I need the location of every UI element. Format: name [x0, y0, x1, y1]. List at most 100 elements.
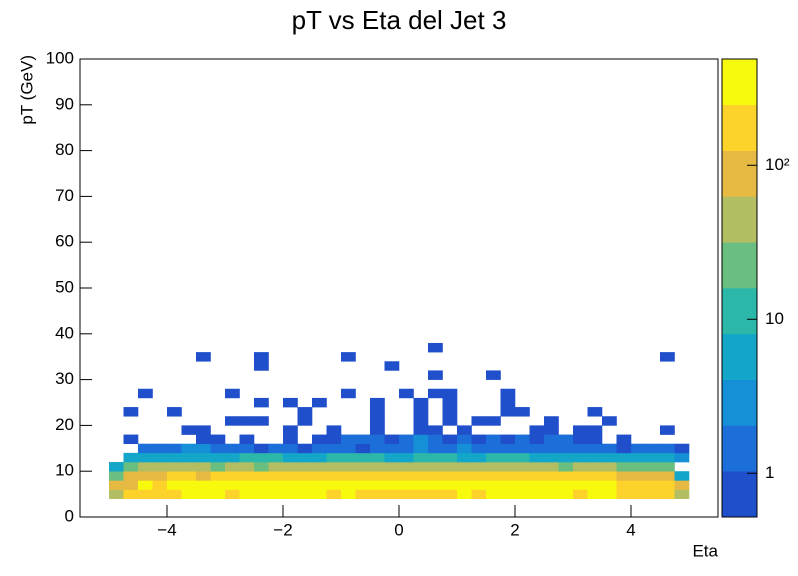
heatmap-cell	[471, 480, 487, 490]
heatmap-cell	[602, 480, 617, 490]
heatmap-cell	[631, 480, 646, 490]
heatmap-cell	[457, 471, 472, 481]
palette-band	[722, 150, 757, 197]
y-tick-label: 100	[46, 48, 74, 67]
heatmap-cell	[442, 489, 458, 499]
heatmap-cell	[239, 452, 255, 463]
palette-band	[722, 471, 757, 518]
heatmap-cell	[341, 443, 356, 454]
heatmap-cell	[312, 489, 327, 499]
z-tick-label: 1	[765, 463, 774, 482]
heatmap-cell	[138, 471, 153, 481]
heatmap-cell	[558, 462, 574, 472]
heatmap-cell	[341, 434, 356, 445]
heatmap-cell	[471, 462, 487, 472]
palette-band	[722, 59, 757, 106]
heatmap-cell	[341, 480, 356, 490]
heatmap-cell	[442, 434, 458, 445]
heatmap-cell	[283, 471, 298, 481]
heatmap-cell	[515, 480, 530, 490]
heatmap-cell	[587, 471, 603, 481]
heatmap-cell	[268, 471, 284, 481]
heatmap-cell	[312, 452, 327, 463]
heatmap-cell	[602, 443, 617, 454]
heatmap-cell	[660, 452, 675, 463]
heatmap-cell	[486, 480, 501, 490]
heatmap-cell	[457, 480, 472, 490]
heatmap-cell	[254, 489, 269, 499]
heatmap-cell	[196, 462, 211, 472]
palette-band	[722, 242, 757, 289]
heatmap-cell	[674, 489, 690, 499]
heatmap-cell	[384, 471, 400, 481]
heatmap-cell	[138, 388, 153, 399]
heatmap-cell	[283, 489, 298, 499]
heatmap-cell	[587, 443, 603, 454]
heatmap-cell	[660, 462, 675, 472]
heatmap-cell	[225, 443, 240, 454]
heatmap-cell	[674, 471, 690, 481]
heatmap-cell	[587, 489, 603, 499]
heatmap-cell	[399, 480, 414, 490]
heatmap-cell	[645, 471, 661, 481]
heatmap-cell	[123, 471, 139, 481]
palette-band	[722, 333, 757, 380]
heatmap-cell	[326, 452, 342, 463]
heatmap-cell	[254, 352, 269, 362]
heatmap-cell	[500, 471, 516, 481]
heatmap-cell	[138, 443, 153, 454]
heatmap-cell	[558, 443, 574, 454]
heatmap-cell	[428, 443, 443, 454]
heatmap-cell	[152, 480, 168, 490]
heatmap-cell	[196, 452, 211, 463]
heatmap-cell	[486, 416, 501, 426]
heatmap-cell	[399, 471, 414, 481]
heatmap-cell	[602, 462, 617, 472]
heatmap-cell	[500, 407, 516, 417]
heatmap-cell	[239, 416, 255, 426]
heatmap-cell	[486, 452, 501, 463]
heatmap-cell	[283, 452, 298, 463]
heatmap-cell	[515, 462, 530, 472]
heatmap-cell	[196, 489, 211, 499]
heatmap-cell	[384, 434, 400, 445]
heatmap-cell	[428, 452, 443, 463]
heatmap-cell	[254, 480, 269, 490]
heatmap-cell	[254, 462, 269, 472]
x-tick-label: 4	[626, 520, 635, 539]
heatmap-cell	[399, 452, 414, 463]
heatmap-cell	[167, 462, 182, 472]
heatmap-cell	[254, 397, 269, 408]
heatmap-cell	[645, 480, 661, 490]
heatmap-cell	[370, 452, 385, 463]
heatmap-cell	[341, 452, 356, 463]
heatmap-cell	[326, 425, 342, 435]
heatmap-cell	[529, 434, 545, 445]
heatmap-cell	[384, 480, 400, 490]
heatmap-cell	[587, 462, 603, 472]
heatmap-cell	[254, 361, 269, 371]
heatmap-cell	[210, 480, 226, 490]
heatmap-cell	[587, 407, 603, 417]
heatmap-cell	[152, 471, 168, 481]
heatmap-cell	[355, 452, 371, 463]
heatmap-cell	[283, 480, 298, 490]
heatmap-cell	[558, 452, 574, 463]
heatmap-cell	[544, 462, 559, 472]
heatmap-cell	[544, 480, 559, 490]
heatmap-cell	[326, 489, 342, 499]
heatmap-cell	[500, 388, 516, 399]
heatmap-cell	[109, 489, 124, 499]
heatmap-cell	[573, 489, 588, 499]
heatmap-cell	[515, 489, 530, 499]
x-tick-label: 0	[394, 520, 403, 539]
heatmap-cell	[312, 397, 327, 408]
heatmap-cell	[428, 370, 443, 380]
heatmap-cell	[326, 471, 342, 481]
heatmap-cell	[616, 434, 632, 445]
heatmap-cell	[558, 480, 574, 490]
heatmap-cell	[312, 434, 327, 445]
heatmap-cell	[573, 443, 588, 454]
heatmap-cell	[486, 370, 501, 380]
heatmap-cell	[225, 462, 240, 472]
